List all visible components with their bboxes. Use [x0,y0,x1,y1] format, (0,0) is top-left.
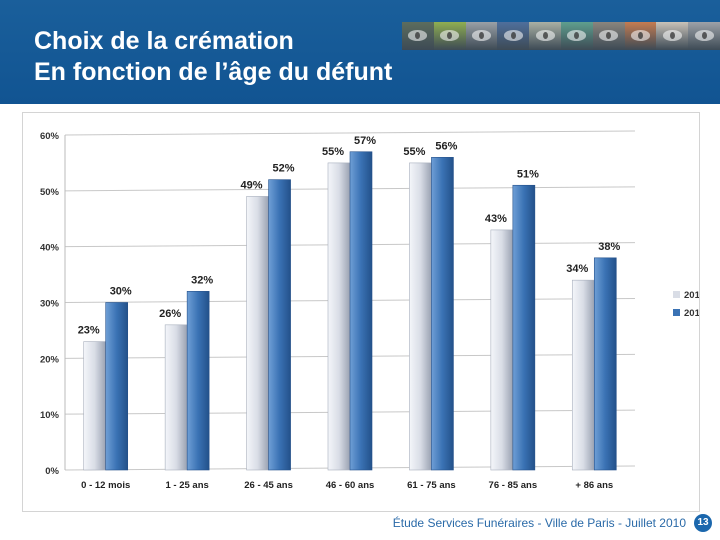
data-label-2013: 38% [598,241,620,253]
data-label-2010: 49% [241,179,263,191]
page-number: 13 [694,514,712,532]
y-tick-label: 50% [40,187,60,198]
data-label-2010: 43% [485,213,507,225]
x-tick-label: + 86 ans [575,480,613,491]
bar-2013 [512,184,536,471]
footer-text: Étude Services Funéraires - Ville de Par… [392,516,686,530]
x-tick-label: 1 - 25 ans [165,480,208,491]
title-line-2: En fonction de l’âge du défunt [34,58,393,86]
data-label-2013: 57% [354,135,376,147]
data-label-2013: 32% [191,274,213,286]
bar-2010 [490,229,514,471]
eye-photo-tile [402,22,434,50]
eye-photo-tile [624,22,657,50]
x-tick-label: 0 - 12 mois [81,480,130,491]
eye-photo-tile [465,22,498,50]
bar-2010 [327,162,351,471]
legend-label-2013: 2013 [684,308,699,319]
y-tick-label: 40% [40,243,60,254]
eye-photo-tile [688,22,720,50]
eye-photo-tile [592,22,625,50]
bar-2013 [186,291,210,471]
data-label-2013: 30% [110,286,132,298]
data-label-2010: 55% [322,146,344,158]
y-tick-label: 30% [40,299,60,310]
data-label-2010: 26% [159,308,181,320]
y-tick-label: 20% [40,354,60,365]
bar-2010 [83,341,107,471]
bar-2010 [409,162,432,471]
eye-photo-tile [560,22,593,50]
x-tick-label: 76 - 85 ans [489,480,538,491]
bar-2010 [164,324,188,471]
legend-swatch-2013 [673,309,680,316]
y-tick-label: 60% [40,131,60,142]
bar-2010 [246,196,269,471]
eyes-photo-strip [402,22,720,50]
eye-photo-tile [497,22,530,50]
legend-label-2010: 2010 [684,290,699,301]
eye-photo-tile [656,22,689,50]
data-label-2010: 23% [78,325,100,337]
bar-2013 [431,157,454,471]
x-tick-label: 26 - 45 ans [244,480,293,491]
bar-chart: 0% 10% 20% 30% 40% 50% 60% 23% 30% 0 - 12 mois 26%… [40,130,699,491]
header-banner: Choix de la crémation En fonction de l’â… [0,0,720,104]
bar-2010 [571,279,595,471]
slide-title: Choix de la crémation En fonction de l’â… [34,26,392,88]
bar-2013 [349,151,373,471]
data-label-2010: 55% [403,146,425,158]
data-label-2013: 56% [435,140,457,152]
x-tick-label: 61 - 75 ans [407,480,456,491]
eye-photo-tile [529,22,561,50]
bar-2013 [593,257,617,471]
eye-photo-tile [433,22,466,50]
data-label-2013: 51% [517,168,539,180]
bar-2013 [268,179,291,471]
y-tick-label: 10% [40,410,60,421]
y-tick-label: 0% [45,466,59,477]
title-line-1: Choix de la crémation [34,27,294,55]
x-tick-label: 46 - 60 ans [326,480,375,491]
data-label-2010: 34% [566,263,588,275]
legend-swatch-2010 [673,291,680,298]
chart-frame: 0% 10% 20% 30% 40% 50% 60% 23% 30% 0 - 12 mois 26%… [22,112,700,512]
gridline [64,130,636,136]
data-label-2013: 52% [273,163,295,175]
bar-2013 [105,302,129,471]
